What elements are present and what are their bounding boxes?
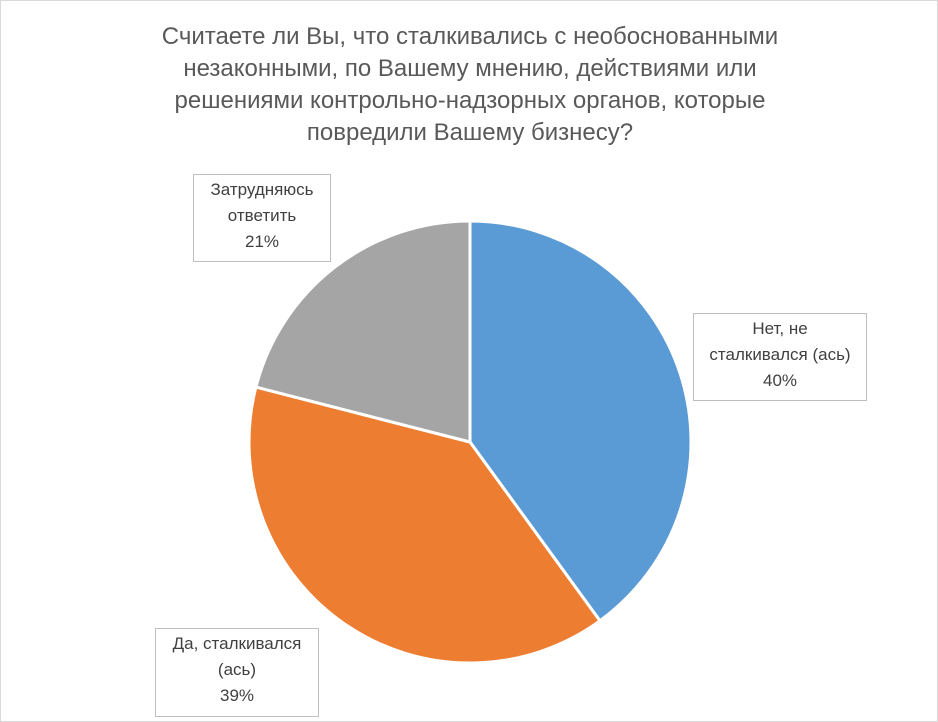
data-label-no-line-2: сталкивался (ась): [709, 345, 851, 364]
chart-title: Считаете ли Вы, что сталкивались с необо…: [101, 21, 839, 149]
data-label-yes: Да, сталкивался (ась) 39%: [155, 628, 319, 717]
data-label-unsure: Затрудняюсь ответить 21%: [193, 174, 331, 262]
data-label-unsure-value: 21%: [244, 232, 280, 251]
pie-slice-unsure: [254, 219, 472, 444]
data-label-unsure-line-2: ответить: [227, 206, 297, 225]
data-label-no: Нет, не сталкивался (ась) 40%: [693, 313, 867, 401]
chart-title-line-2: незаконными, по Вашему мнению, действиям…: [183, 55, 757, 82]
chart-title-line-1: Считаете ли Вы, что сталкивались с необо…: [161, 23, 779, 50]
chart-title-line-3: решениями контрольно-надзорных органов, …: [174, 87, 766, 114]
data-label-no-value: 40%: [762, 371, 798, 390]
data-label-yes-line-2: (ась): [217, 660, 257, 679]
data-label-no-line-1: Нет, не: [752, 319, 808, 338]
data-label-yes-value: 39%: [219, 686, 255, 705]
data-label-unsure-line-1: Затрудняюсь: [210, 180, 314, 199]
data-label-yes-line-1: Да, сталкивался: [172, 634, 302, 653]
pie-slice-no: [468, 219, 693, 623]
pie-slice-yes: [247, 385, 602, 665]
chart-title-line-4: повредили Вашему бизнесу?: [306, 119, 634, 146]
